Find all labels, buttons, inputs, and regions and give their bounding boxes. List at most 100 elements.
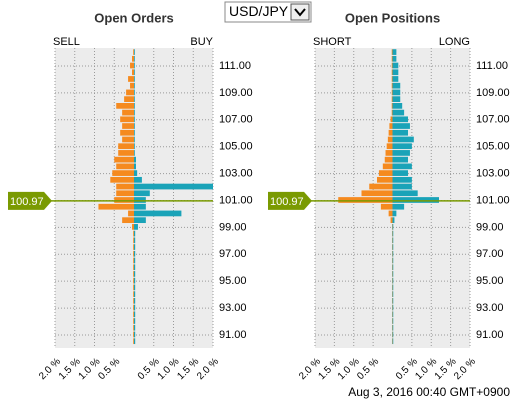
- bar: [114, 197, 134, 203]
- x-tick-label: 1.0 %: [77, 356, 103, 382]
- bar: [133, 250, 134, 257]
- bar: [118, 143, 134, 150]
- x-tick-label: 0.5 %: [136, 356, 162, 382]
- select-arrow-box[interactable]: [290, 3, 310, 21]
- bar: [122, 217, 134, 224]
- bar: [134, 136, 135, 143]
- bar: [132, 224, 134, 230]
- pair-select[interactable]: [224, 1, 312, 23]
- bar: [392, 297, 394, 304]
- bar: [390, 217, 393, 224]
- bar: [126, 89, 134, 96]
- bar: [391, 102, 393, 109]
- bar: [110, 176, 134, 183]
- bar: [133, 244, 134, 250]
- bar: [392, 109, 405, 116]
- bar: [392, 82, 401, 89]
- bar: [133, 331, 134, 338]
- bar: [391, 69, 393, 76]
- bar: [134, 237, 136, 244]
- bar: [134, 183, 213, 190]
- bar: [392, 331, 394, 338]
- bar: [338, 197, 393, 203]
- y-tick-label: 111.00: [219, 60, 251, 72]
- bar: [391, 55, 393, 62]
- side-label: BUY: [190, 36, 213, 48]
- chart-title: Open Positions: [345, 10, 440, 25]
- x-tick-label: 1.5 %: [57, 356, 83, 382]
- bar: [392, 277, 394, 284]
- bar: [380, 203, 393, 210]
- bar: [133, 311, 134, 318]
- bar: [134, 69, 135, 76]
- bar: [134, 163, 136, 170]
- y-tick-label: 97.00: [476, 248, 504, 260]
- current-price-tag: [8, 191, 52, 210]
- bar: [392, 69, 399, 76]
- bar: [392, 136, 414, 143]
- bar: [133, 297, 134, 304]
- bar: [392, 264, 394, 271]
- bar: [133, 304, 134, 311]
- bar: [392, 170, 408, 176]
- bar: [392, 62, 399, 69]
- bar: [133, 49, 134, 55]
- bar: [120, 129, 134, 136]
- bar: [133, 318, 134, 324]
- bar: [134, 62, 135, 69]
- bar: [392, 55, 397, 62]
- bar: [116, 183, 134, 190]
- chart-title: Open Orders: [94, 10, 173, 25]
- bar: [134, 277, 136, 284]
- bar: [128, 76, 134, 82]
- bar: [392, 338, 394, 345]
- bar: [392, 150, 410, 156]
- bar: [392, 190, 418, 197]
- bar: [134, 89, 135, 96]
- y-tick-label: 101.00: [219, 194, 253, 206]
- bar: [392, 244, 394, 250]
- x-tick-label: 2.0 %: [37, 356, 63, 382]
- bar: [392, 291, 394, 297]
- x-tick-label: 1.5 %: [175, 356, 201, 382]
- bar: [392, 237, 394, 244]
- bar: [378, 170, 393, 176]
- bar: [392, 324, 394, 331]
- bar: [134, 224, 138, 230]
- pair-label: USD/JPY: [229, 3, 289, 19]
- bar: [385, 150, 393, 156]
- bar: [134, 331, 136, 338]
- bar: [389, 123, 393, 129]
- bar: [392, 96, 401, 102]
- bar: [134, 102, 135, 109]
- bar: [116, 190, 134, 197]
- x-tick-label: 2.0 %: [195, 356, 221, 382]
- bar: [134, 210, 182, 217]
- y-tick-label: 103.00: [476, 168, 510, 180]
- current-price-label: 100.97: [270, 196, 304, 208]
- bar: [388, 129, 393, 136]
- y-tick-label: 105.00: [219, 141, 253, 153]
- bar: [392, 257, 394, 264]
- footnote: Aug 3, 2016 00:40 GMT+0900: [348, 385, 510, 399]
- bar: [361, 190, 393, 197]
- x-tick-label: 2.0 %: [452, 356, 478, 382]
- bar: [392, 123, 410, 129]
- bar: [392, 318, 394, 324]
- current-price-label: 100.97: [10, 196, 44, 208]
- bar: [134, 116, 135, 123]
- bar: [392, 143, 412, 150]
- bar: [392, 230, 394, 237]
- bar: [134, 257, 136, 264]
- bar: [134, 123, 135, 129]
- bar: [134, 55, 135, 62]
- side-label: SHORT: [313, 36, 352, 48]
- bar: [382, 163, 393, 170]
- side-label: LONG: [439, 36, 470, 48]
- bar: [392, 116, 408, 123]
- bar: [114, 156, 134, 163]
- bar: [132, 69, 134, 76]
- bar: [392, 156, 408, 163]
- bar: [392, 129, 408, 136]
- bar: [134, 324, 136, 331]
